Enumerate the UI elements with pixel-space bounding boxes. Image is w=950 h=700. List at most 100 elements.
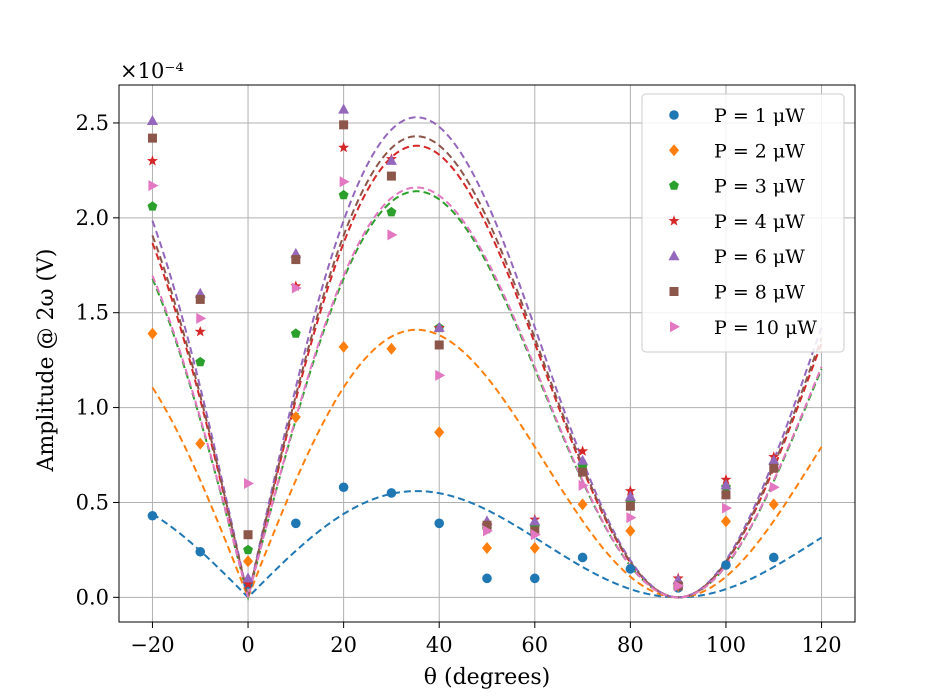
data-point [195, 546, 206, 557]
legend-entry-label: P = 2 μW [714, 140, 805, 162]
legend-entry-label: P = 4 μW [714, 211, 805, 233]
data-point [721, 560, 731, 570]
data-point [386, 171, 396, 181]
data-point [529, 573, 540, 584]
data-point [577, 498, 588, 511]
data-point [482, 573, 492, 584]
data-point [721, 502, 732, 514]
axis-ticks: −20 0 20 40 60 80 100 120 0.0 0.5 1.0 1.5 2.0 2.5 [76, 111, 842, 657]
legend-marker [668, 250, 680, 261]
data-point [720, 473, 732, 485]
data-point [290, 411, 301, 424]
data-point [244, 477, 255, 489]
data-point [768, 498, 779, 511]
x-tick-label: 80 [617, 633, 644, 657]
data-point [385, 154, 397, 165]
data-point [625, 524, 636, 537]
data-point [339, 176, 350, 188]
data-markers [146, 103, 780, 593]
fit-curve [151, 144, 823, 599]
legend-marker [670, 321, 680, 333]
data-point [243, 530, 253, 540]
data-point [624, 490, 636, 501]
data-point [482, 542, 492, 554]
legend-entry-label: P = 3 μW [714, 176, 805, 198]
data-point [243, 555, 254, 568]
legend-marker [669, 110, 679, 120]
y-tick-label: 2.5 [76, 111, 109, 135]
legend-entry-label: P = 10 μW [714, 317, 817, 339]
y-tick-label: 0.5 [76, 490, 109, 514]
x-tick-label: −20 [130, 633, 174, 657]
x-axis-label: θ (degrees) [424, 665, 550, 690]
x-tick-label: 20 [330, 633, 357, 657]
data-point [195, 294, 205, 304]
data-point [147, 510, 158, 521]
data-point [626, 512, 637, 524]
fit-curve [151, 490, 823, 599]
data-point [146, 155, 158, 166]
data-point [243, 544, 253, 555]
data-point [386, 342, 397, 355]
data-point [147, 201, 158, 211]
y-tick-label: 1.0 [76, 396, 109, 420]
data-point [624, 485, 636, 496]
data-point [386, 488, 397, 498]
data-point [720, 515, 731, 528]
data-point [195, 437, 206, 450]
data-point [338, 340, 349, 353]
data-point [338, 141, 350, 153]
data-point [194, 325, 206, 337]
data-point [578, 467, 588, 477]
data-point [625, 501, 635, 511]
legend-box [641, 93, 845, 353]
data-point [291, 282, 302, 294]
y-axis-label: Amplitude @ 2ω (V) [34, 249, 59, 473]
data-point [338, 482, 349, 493]
y-tick-label: 2.0 [76, 206, 109, 230]
fit-curves [151, 116, 823, 602]
data-point [147, 327, 158, 340]
data-point [387, 229, 398, 241]
legend-entry-label: P = 1 μW [714, 105, 805, 127]
data-point [625, 564, 636, 574]
y-tick-label: 1.5 [76, 301, 109, 325]
x-tick-label: 120 [801, 633, 841, 657]
data-point [434, 518, 445, 529]
data-point [242, 572, 254, 583]
plot-frame [118, 84, 856, 623]
data-point [577, 552, 588, 563]
data-point [674, 580, 685, 592]
data-point [768, 454, 780, 465]
data-point [577, 445, 589, 456]
data-point [386, 206, 397, 217]
legend-entry-label: P = 6 μW [714, 246, 805, 268]
data-point [578, 479, 589, 491]
data-point [769, 463, 779, 473]
data-point [196, 312, 207, 324]
data-point [577, 454, 589, 465]
fit-curve [151, 116, 823, 599]
fit-curve [151, 186, 823, 599]
legend-marker [668, 215, 680, 226]
legend-marker [669, 180, 679, 190]
data-point [146, 115, 158, 126]
data-point [720, 479, 732, 490]
data-point [435, 369, 446, 381]
legend: P = 1 μW P = 2 μW P = 3 μW P = 4 μW P = 6 μW… [641, 93, 845, 353]
data-point [434, 340, 444, 350]
data-point [338, 189, 349, 200]
data-point [529, 542, 540, 554]
y-tick-label: 0.0 [76, 585, 109, 609]
data-point [530, 529, 541, 541]
data-point [768, 552, 779, 563]
data-point [148, 180, 159, 192]
fit-curve [151, 328, 823, 601]
data-point [483, 525, 493, 537]
data-point [291, 255, 301, 265]
x-tick-label: 100 [706, 633, 746, 657]
y-axis-scale-label: ×10⁻⁴ [120, 59, 184, 83]
data-point [433, 321, 445, 332]
data-point [529, 515, 541, 526]
data-point [434, 426, 445, 439]
